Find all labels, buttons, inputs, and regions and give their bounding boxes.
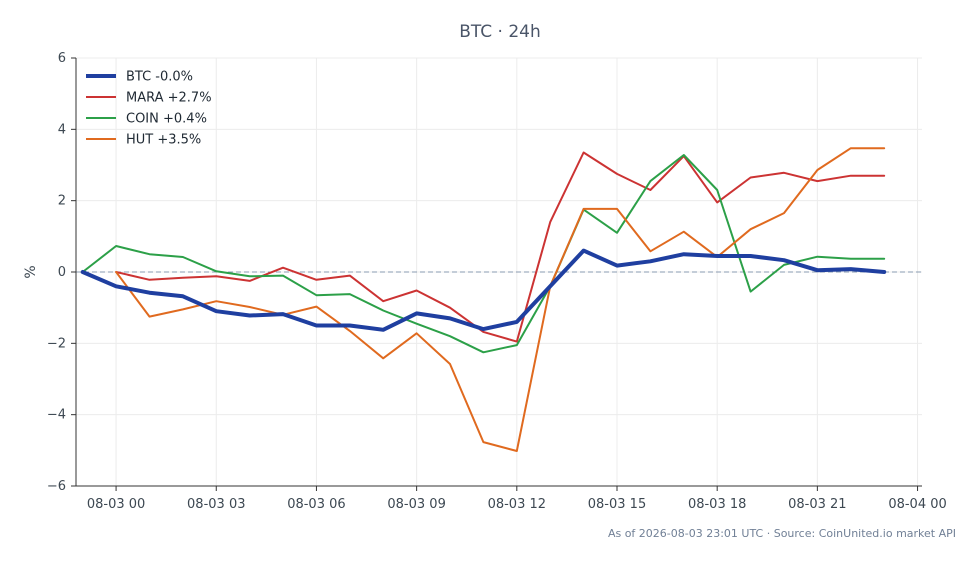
y-tick-label: 6: [58, 51, 66, 66]
axes: [71, 57, 922, 491]
legend-label-mara: MARA +2.7%: [126, 91, 212, 106]
series-line-mara: [115, 151, 886, 343]
x-tick-label: 08-03 09: [387, 497, 445, 512]
x-tick-label: 08-04 00: [888, 497, 946, 512]
series-line-btc: [80, 248, 887, 332]
y-tick-label: −2: [47, 336, 66, 351]
x-tick-label: 08-03 06: [287, 497, 345, 512]
legend-label-coin: COIN +0.4%: [126, 112, 207, 127]
y-tick-label: 0: [58, 265, 66, 280]
y-tick-label: 4: [58, 122, 66, 137]
y-axis-label: %: [23, 265, 39, 278]
series-line-hut: [115, 147, 886, 452]
tick-labels: −6 −4 −2 0 2 4 6 08-03 00 08-03 03 08-03 06 08-03 …: [47, 51, 947, 512]
series-lines: [80, 147, 887, 452]
chart-title: BTC · 24h: [459, 22, 541, 42]
y-tick-label: 2: [58, 194, 66, 209]
x-tick-label: 08-03 12: [488, 497, 546, 512]
legend-label-hut: HUT +3.5%: [126, 133, 201, 148]
x-tick-label: 08-03 03: [187, 497, 245, 512]
x-tick-label: 08-03 18: [688, 497, 746, 512]
footer-source-note: As of 2026-08-03 23:01 UTC · Source: Coi…: [608, 527, 956, 540]
y-tick-label: −4: [47, 408, 66, 423]
x-tick-label: 08-03 15: [588, 497, 646, 512]
legend-label-btc: BTC -0.0%: [126, 70, 193, 85]
x-tick-label: 08-03 21: [788, 497, 846, 512]
series-line-coin: [81, 154, 886, 354]
y-tick-label: −6: [47, 479, 66, 494]
legend: BTC -0.0% MARA +2.7% COIN +0.4% HUT +3.5%: [86, 70, 212, 148]
x-tick-label: 08-03 00: [87, 497, 145, 512]
